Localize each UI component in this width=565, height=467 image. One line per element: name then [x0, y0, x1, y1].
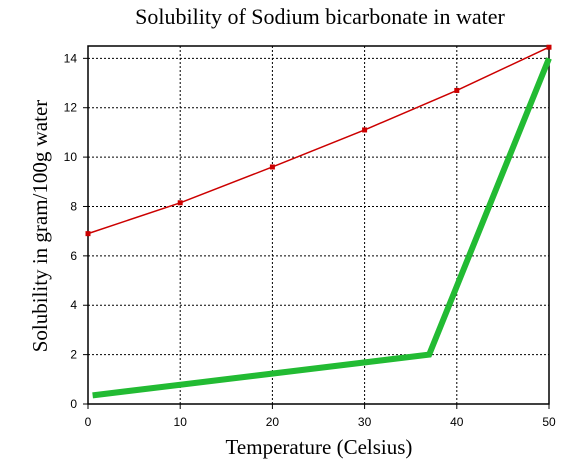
series-1-point — [85, 231, 91, 237]
x-tick-label: 0 — [85, 415, 92, 429]
y-tick-label: 4 — [70, 298, 77, 312]
x-tick-label: 50 — [542, 415, 556, 429]
series-1-point — [177, 200, 183, 206]
series-1-point — [269, 164, 275, 170]
y-tick-label: 12 — [64, 101, 78, 115]
y-tick-label: 10 — [64, 150, 78, 164]
y-axis-label: Solubility in gram/100g water — [28, 100, 52, 353]
y-tick-label: 2 — [70, 348, 77, 362]
x-tick-label: 20 — [266, 415, 280, 429]
y-tick-label: 8 — [70, 199, 77, 213]
series-1-point — [362, 127, 368, 133]
series-2-line — [92, 57, 552, 399]
series-1-point — [454, 87, 460, 93]
y-tick-label: 6 — [70, 249, 77, 263]
axis-ticks: 0 10 20 30 40 50 0 2 4 6 8 10 12 14 — [64, 51, 556, 429]
x-tick-label: 10 — [174, 415, 188, 429]
chart-title: Solubility of Sodium bicarbonate in wate… — [135, 4, 505, 29]
x-axis-label: Temperature (Celsius) — [226, 435, 413, 459]
y-tick-label: 14 — [64, 51, 78, 65]
x-tick-label: 30 — [358, 415, 372, 429]
series-layer — [85, 44, 552, 399]
series-1-line — [87, 46, 550, 235]
series-1-point — [546, 44, 552, 50]
x-tick-label: 40 — [450, 415, 464, 429]
plot-area-frame — [87, 45, 550, 405]
y-tick-label: 0 — [70, 397, 77, 411]
